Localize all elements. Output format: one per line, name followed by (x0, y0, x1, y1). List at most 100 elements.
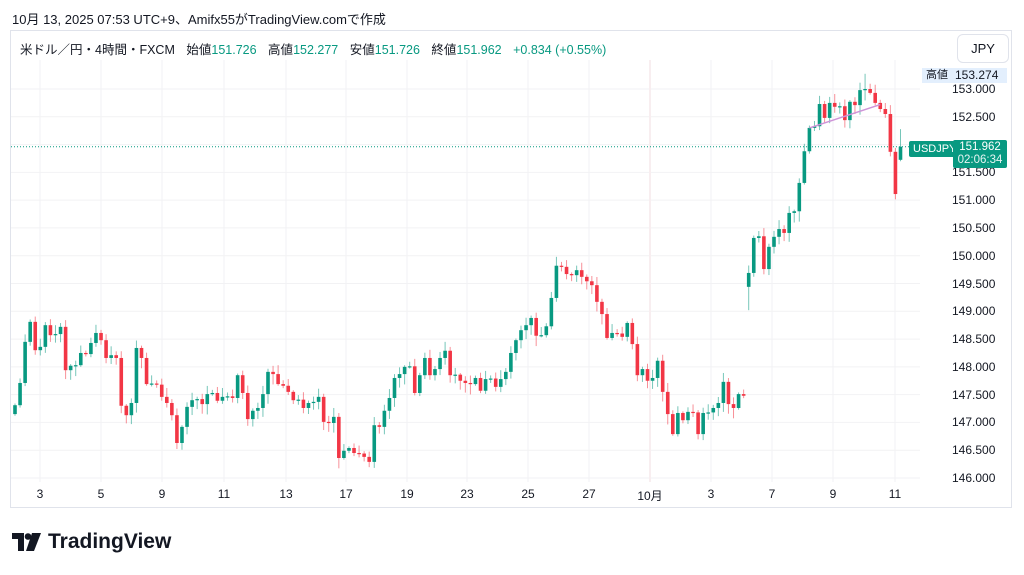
candle-up (539, 335, 544, 337)
time-axis-label: 9 (829, 487, 837, 501)
time-axis-label: 5 (97, 487, 105, 501)
candle-down (154, 383, 159, 385)
candle-up (251, 410, 255, 420)
candle-down (124, 405, 129, 416)
candle-down (762, 236, 766, 270)
price-axis-label: 146.000 (952, 471, 996, 485)
candle-up (812, 126, 817, 128)
candle-up (514, 340, 518, 353)
candle-down (478, 377, 483, 391)
candle-up (372, 425, 377, 462)
time-axis-label: 11 (888, 487, 902, 501)
current-price-tag: 151.962 02:06:34 (953, 140, 1007, 168)
candle-up (418, 375, 422, 393)
candle-up (306, 402, 311, 408)
candle-down (357, 452, 361, 455)
candle-down (493, 378, 498, 387)
candle-down (569, 274, 574, 276)
candle-down (271, 371, 275, 375)
price-axis-label: 150.500 (952, 220, 996, 235)
time-axis-label: 10月 (637, 489, 663, 503)
candle-down (170, 402, 174, 416)
price-axis-label: 149.000 (952, 304, 996, 319)
tradingview-logo[interactable]: TradingView (12, 530, 171, 554)
time-axis-label: 23 (460, 487, 474, 501)
candle-down (84, 352, 88, 355)
candle-down (665, 391, 670, 415)
time-axis-label: 17 (339, 487, 353, 501)
candle-down (559, 265, 564, 267)
candle-down (301, 399, 306, 408)
candle-up (650, 377, 655, 381)
candle-up (797, 182, 802, 212)
current-price: 151.962 (959, 141, 1001, 153)
candle-up (109, 355, 113, 358)
candle-up (736, 394, 741, 408)
candle-up (751, 237, 756, 273)
candle-down (99, 332, 103, 341)
price-axis-label: 148.000 (952, 359, 996, 374)
candle-up (473, 377, 478, 385)
price-axis-label: 151.000 (952, 193, 996, 208)
candle-up (129, 402, 134, 416)
symbol-title[interactable]: 米ドル／円・4時間・FXCM (20, 43, 175, 57)
candle-up (721, 381, 726, 403)
candle-up (266, 371, 270, 395)
candle-up (220, 396, 225, 401)
candle-down (458, 374, 463, 381)
candle-up (772, 236, 776, 247)
candle-up (848, 101, 852, 121)
candle-up (53, 334, 58, 336)
candle-up (858, 90, 862, 106)
candle-down (832, 102, 837, 107)
candle-up (443, 350, 447, 358)
open-label: 始値 (186, 43, 212, 57)
close-label: 終値 (431, 43, 457, 57)
candle-down (534, 317, 538, 336)
candle-up (423, 357, 427, 376)
candle-down (286, 385, 291, 392)
candle-up (519, 330, 523, 341)
candle-down (63, 326, 68, 371)
candle-down (888, 114, 893, 152)
candle-up (625, 322, 630, 337)
candle-up (23, 341, 27, 383)
tradingview-logo-icon (12, 533, 41, 551)
candle-down (159, 384, 164, 397)
candle-up (807, 127, 812, 152)
candle-down (726, 381, 731, 405)
candle-up (331, 416, 336, 423)
candle-up (180, 426, 184, 443)
candle-up (498, 379, 503, 387)
candle-down (660, 360, 665, 392)
candle-down (352, 447, 356, 453)
candle-up (235, 375, 240, 398)
candle-down (671, 414, 675, 435)
candle-down (630, 322, 635, 345)
candle-down (200, 399, 205, 405)
currency-button[interactable]: JPY (957, 34, 1009, 63)
candle-down (276, 374, 280, 385)
candle-up (483, 379, 488, 391)
price-axis-label: 146.500 (952, 443, 996, 458)
price-axis-label: 148.500 (952, 332, 996, 347)
candle-up (13, 405, 17, 415)
candle-up (387, 397, 392, 411)
change-value: +0.834 (+0.55%) (513, 43, 607, 57)
candle-down (731, 404, 736, 408)
candle-up (757, 236, 761, 238)
chart-caption: 10月 13, 2025 07:53 UTC+9、Amifx55がTrading… (12, 12, 386, 27)
candle-up (655, 360, 660, 378)
time-axis-label: 3 (36, 487, 44, 501)
time-axis-label: 11 (217, 487, 231, 501)
candle-down (412, 366, 417, 393)
candle-down (878, 102, 883, 110)
candle-down (645, 369, 650, 381)
low-label: 安値 (349, 43, 375, 57)
candle-up (89, 342, 93, 355)
price-axis-label: 153.000 (952, 82, 996, 96)
candle-down (741, 394, 746, 396)
candle-up (94, 332, 98, 343)
candle-down (843, 106, 847, 121)
